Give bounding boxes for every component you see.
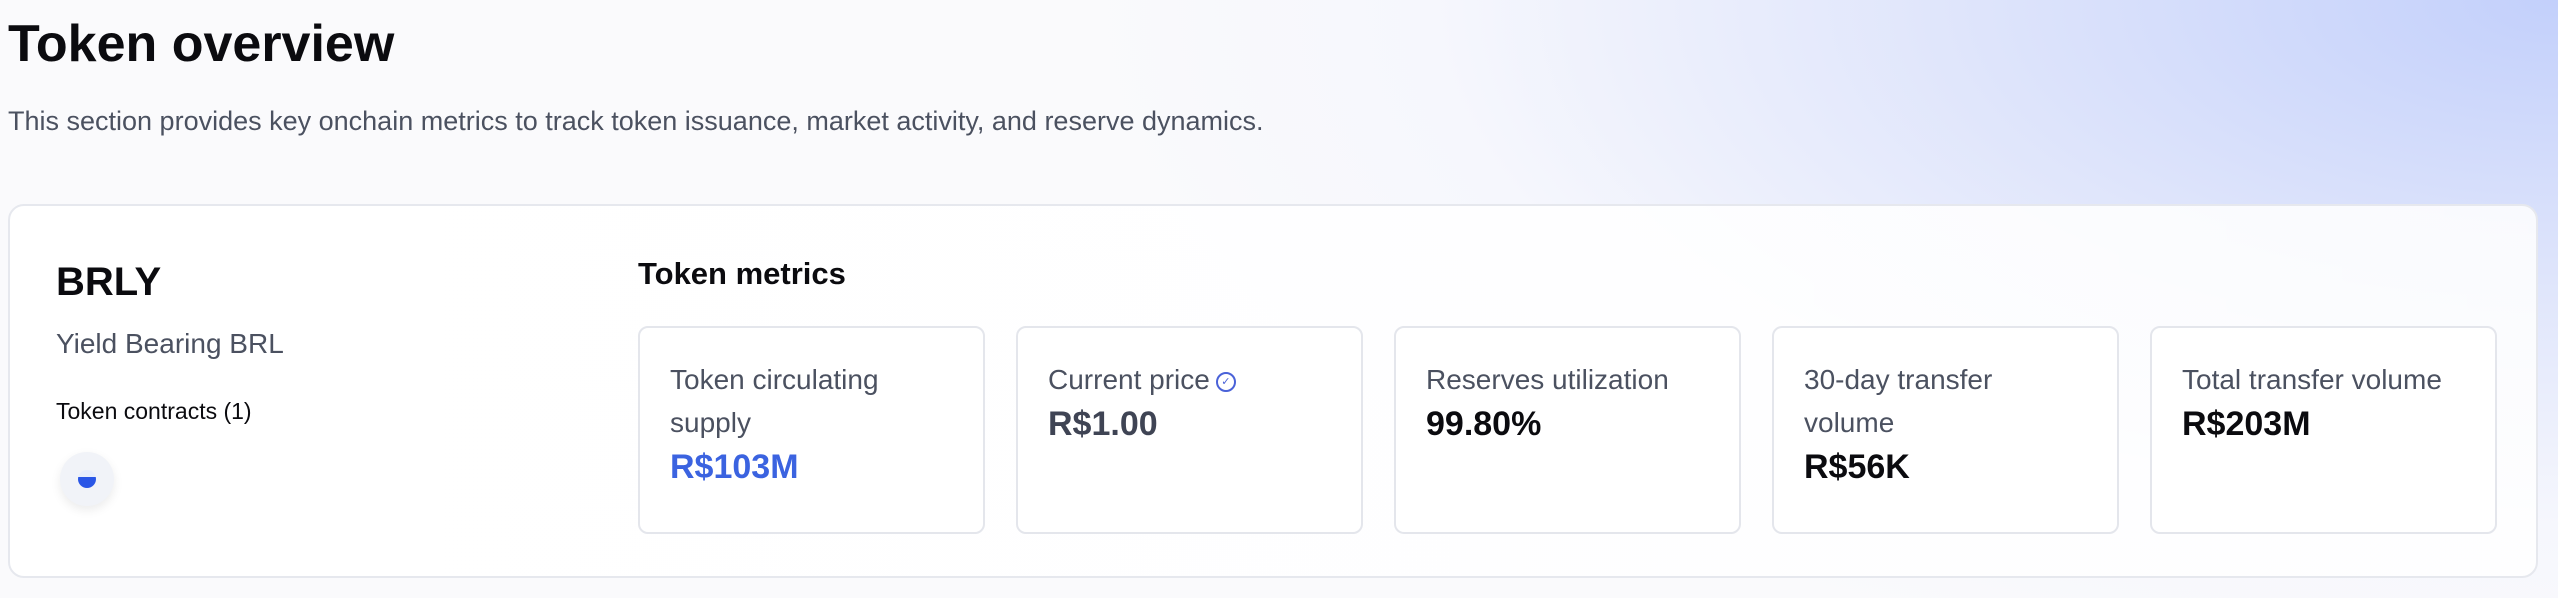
token-metrics-title: Token metrics — [638, 256, 846, 291]
metric-card-reserves-utilization: Reserves utilization 99.80% — [1394, 326, 1741, 534]
metric-label: 30-day transfer volume — [1804, 364, 1993, 438]
metric-value: R$103M — [670, 448, 799, 486]
token-contract-button[interactable] — [60, 452, 114, 506]
token-logo-icon — [78, 470, 96, 488]
metric-label: Token circulating supply — [670, 364, 879, 438]
metric-label: Reserves utilization — [1426, 364, 1669, 395]
metric-label: Current price — [1048, 364, 1210, 395]
page-subtitle: This section provides key onchain metric… — [8, 106, 1264, 136]
metric-value: R$1.00 — [1048, 405, 1158, 443]
token-name: Yield Bearing BRL — [56, 328, 284, 359]
metric-card-total-transfer-volume: Total transfer volume R$203M — [2150, 326, 2497, 534]
metric-value: 99.80% — [1426, 405, 1542, 443]
metric-card-current-price: Current price ✓ R$1.00 — [1016, 326, 1363, 534]
token-symbol: BRLY — [56, 260, 162, 304]
metric-card-30-day-transfer-volume: 30-day transfer volume R$56K — [1772, 326, 2119, 534]
metric-card-circulating-supply: Token circulating supply R$103M — [638, 326, 985, 534]
token-contracts-label: Token contracts (1) — [56, 398, 252, 424]
token-overview-card: BRLY Yield Bearing BRL Token contracts (… — [8, 204, 2538, 578]
verified-check-icon[interactable]: ✓ — [1215, 372, 1236, 392]
metric-value: R$203M — [2182, 405, 2311, 443]
metric-label: Total transfer volume — [2182, 364, 2442, 395]
metric-value: R$56K — [1804, 448, 1910, 486]
page-title: Token overview — [8, 15, 395, 73]
